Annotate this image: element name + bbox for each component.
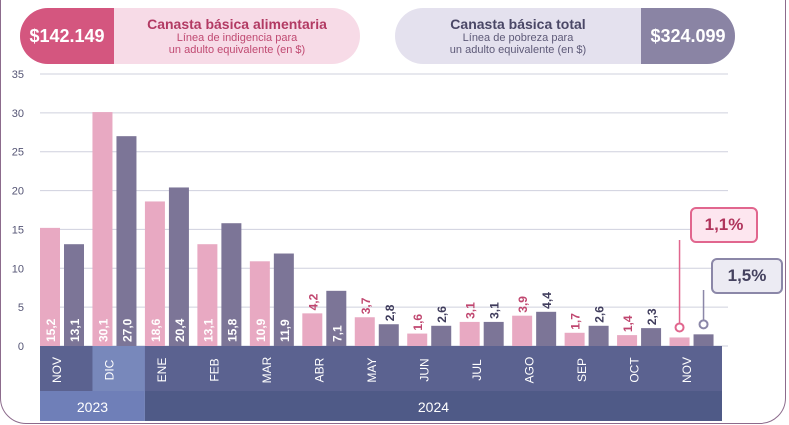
food-basket-pill: $142.149 Canasta básica alimentaria Líne…	[20, 8, 360, 64]
data-label: 27,0	[120, 318, 134, 342]
category-label: AGO	[522, 357, 536, 384]
bar	[249, 261, 270, 346]
y-tick-label: 25	[12, 147, 24, 159]
category-label: ENE	[155, 358, 169, 383]
year-band	[144, 391, 722, 421]
callout-marker	[674, 322, 685, 333]
year-band	[40, 391, 145, 421]
bar	[564, 332, 585, 346]
data-label: 3,9	[516, 296, 530, 313]
axis-band-highlight	[92, 346, 145, 391]
category-label: JUN	[417, 358, 431, 381]
bar	[64, 244, 84, 346]
category-label: SEP	[575, 358, 589, 382]
category-label: MAY	[365, 357, 379, 382]
bar	[431, 325, 452, 346]
food-basket-title: Canasta básica alimentaria	[147, 16, 327, 32]
bar	[144, 201, 165, 346]
data-label: 20,4	[173, 318, 187, 342]
data-label: 11,9	[278, 319, 292, 342]
y-tick-label: 5	[18, 302, 24, 314]
data-label: 15,8	[225, 318, 239, 342]
y-tick-label: 15	[12, 224, 24, 236]
total-basket-pill: Canasta básica total Línea de pobreza pa…	[395, 8, 735, 64]
data-label: 30,1	[96, 318, 110, 342]
category-label: JUL	[470, 359, 484, 381]
axis-band	[40, 346, 722, 391]
y-tick-label: 30	[12, 108, 24, 120]
data-label: 2,8	[383, 304, 397, 321]
data-label: 3,1	[464, 302, 478, 319]
bar	[407, 333, 428, 346]
data-label: 1,6	[411, 314, 425, 331]
data-label: 1,4	[621, 315, 635, 332]
data-label: 2,6	[435, 306, 449, 323]
data-label: 13,1	[201, 318, 215, 342]
food-basket-subtitle-1: Línea de indigencia para	[176, 32, 298, 44]
data-label: 4,2	[306, 293, 320, 310]
y-tick-label: 20	[12, 186, 24, 198]
category-label: NOV	[680, 357, 694, 383]
category-label: ABR	[313, 357, 327, 382]
bar	[669, 337, 690, 346]
bar	[459, 321, 480, 346]
data-label: 13,1	[68, 318, 82, 342]
category-label: OCT	[627, 357, 641, 383]
category-label: FEB	[208, 358, 222, 381]
data-label: 10,9	[254, 318, 268, 342]
bar	[302, 313, 323, 346]
total-basket-text: Canasta básica total Línea de pobreza pa…	[395, 8, 641, 64]
bar	[483, 321, 504, 346]
bar	[273, 253, 294, 346]
data-label: 2,6	[593, 306, 607, 323]
bar	[40, 227, 60, 346]
bar	[641, 328, 662, 346]
total-basket-title: Canasta básica total	[450, 16, 586, 32]
bar	[588, 325, 609, 346]
bar	[168, 187, 189, 346]
food-basket-text: Canasta básica alimentaria Línea de indi…	[114, 8, 360, 64]
data-label: 18,6	[149, 318, 163, 342]
bar	[197, 244, 218, 346]
food-basket-subtitle-2: un adulto equivalente (en $)	[168, 44, 306, 56]
category-label: DIC	[103, 359, 117, 380]
bar	[617, 335, 638, 346]
total-basket-subtitle-2: un adulto equivalente (en $)	[449, 44, 587, 56]
bar	[354, 317, 375, 346]
total-basket-amount: $324.099	[641, 8, 735, 64]
year-label: 2023	[77, 399, 108, 415]
y-tick-label: 0	[18, 341, 24, 353]
year-label: 2024	[418, 399, 449, 415]
total-basket-subtitle-1: Línea de pobreza para	[462, 32, 574, 44]
data-label: 2,3	[645, 308, 659, 325]
y-tick-label: 10	[12, 263, 24, 275]
bar	[92, 112, 113, 346]
data-label: 1,7	[569, 313, 583, 330]
bar	[116, 136, 137, 346]
data-label: 3,1	[488, 302, 502, 319]
category-label: MAR	[260, 356, 274, 383]
food-basket-last-callout: 1,1%	[690, 207, 758, 243]
data-label: 7,1	[330, 325, 344, 342]
category-label: NOV	[50, 357, 64, 383]
y-tick-label: 35	[12, 69, 24, 81]
bar	[536, 311, 557, 346]
bar	[326, 290, 347, 346]
bar	[512, 315, 533, 346]
data-label: 4,4	[540, 292, 554, 309]
bar	[221, 223, 242, 346]
total-basket-last-callout: 1,5%	[711, 258, 783, 294]
food-basket-amount: $142.149	[20, 8, 114, 64]
bar	[693, 334, 714, 346]
bar	[378, 324, 399, 346]
callout-marker	[698, 319, 709, 330]
data-label: 3,7	[359, 297, 373, 314]
data-label: 15,2	[44, 318, 58, 342]
